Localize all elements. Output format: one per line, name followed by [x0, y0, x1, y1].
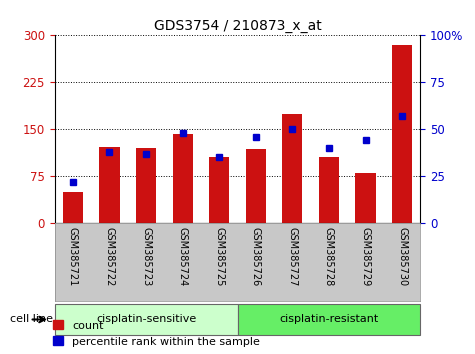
- Text: GSM385729: GSM385729: [361, 227, 370, 286]
- Bar: [55, 304, 238, 335]
- Bar: [209, 157, 229, 223]
- Bar: [63, 192, 83, 223]
- Text: cell line: cell line: [10, 314, 53, 325]
- Bar: [355, 173, 376, 223]
- Text: GSM385727: GSM385727: [287, 227, 297, 286]
- Text: GSM385723: GSM385723: [141, 227, 151, 286]
- Bar: [282, 114, 303, 223]
- Title: GDS3754 / 210873_x_at: GDS3754 / 210873_x_at: [153, 19, 322, 33]
- Text: cisplatin-resistant: cisplatin-resistant: [279, 314, 379, 325]
- Bar: [99, 147, 120, 223]
- Bar: [246, 149, 266, 223]
- Legend: count, percentile rank within the sample: count, percentile rank within the sample: [53, 320, 260, 347]
- Text: GSM385722: GSM385722: [104, 227, 114, 286]
- Text: GSM385724: GSM385724: [178, 227, 188, 286]
- Bar: [136, 148, 156, 223]
- Bar: [172, 133, 193, 223]
- Bar: [392, 45, 412, 223]
- Text: GSM385726: GSM385726: [251, 227, 261, 286]
- Text: GSM385728: GSM385728: [324, 227, 334, 286]
- Text: GSM385730: GSM385730: [397, 227, 407, 286]
- Text: GSM385721: GSM385721: [68, 227, 78, 286]
- Bar: [319, 157, 339, 223]
- Bar: [238, 304, 420, 335]
- Text: cisplatin-sensitive: cisplatin-sensitive: [96, 314, 196, 325]
- Text: GSM385725: GSM385725: [214, 227, 224, 286]
